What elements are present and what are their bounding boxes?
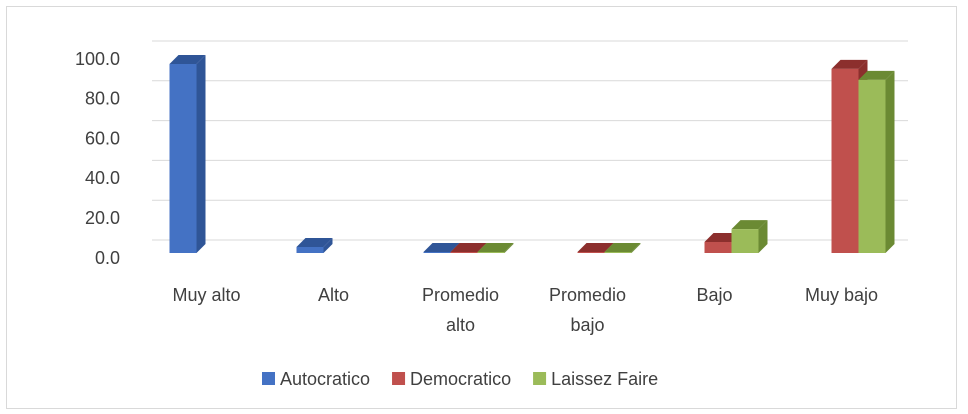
bar-face [604, 243, 641, 252]
bar-face [450, 252, 478, 253]
bar-face [831, 59, 868, 69]
bar-face [296, 247, 324, 253]
bar-face [758, 220, 768, 253]
bar-face [169, 63, 197, 254]
y-tick-label: 40.0 [85, 168, 120, 188]
y-tick-label: 100.0 [75, 49, 120, 69]
y-tick-label: 60.0 [85, 128, 120, 148]
bar-face [296, 238, 333, 248]
bar-face [323, 238, 333, 253]
y-tick-label: 80.0 [85, 89, 120, 109]
legend-swatch [262, 372, 275, 385]
bar-face [477, 252, 505, 253]
bar [858, 70, 895, 254]
bar-face [577, 243, 614, 252]
bar-face [858, 70, 895, 80]
legend-label: Autocratico [280, 369, 370, 389]
y-tick-label: 20.0 [85, 208, 120, 228]
x-tick-label: Bajo [696, 285, 733, 305]
bar-face [604, 252, 632, 253]
bar-face [196, 54, 206, 254]
x-tick-label: Promedio alto [421, 285, 500, 335]
legend-label: Laissez Faire [551, 369, 658, 389]
bar-face [831, 68, 859, 253]
bar-face [504, 243, 514, 253]
bar [604, 243, 641, 253]
bar [731, 220, 768, 253]
bar-face [731, 229, 759, 253]
bar-face [631, 243, 641, 253]
bar-face [704, 242, 732, 253]
bar [169, 54, 206, 254]
x-tick-label: Promedio bajo [548, 285, 627, 335]
y-tick-label: 0.0 [95, 248, 120, 268]
bar-face [169, 54, 206, 64]
bar [296, 238, 333, 253]
x-tick-label: Alto [317, 285, 350, 305]
bar-face [477, 243, 514, 252]
legend-label: Democratico [410, 369, 511, 389]
x-tick-label: Muy alto [172, 285, 241, 305]
bar [477, 243, 514, 253]
bar-face [450, 243, 487, 252]
x-tick-label: Muy bajo [804, 285, 879, 305]
chart-border [6, 6, 957, 409]
legend-swatch [392, 372, 406, 385]
bar-face [858, 79, 886, 254]
bar-face [577, 252, 605, 253]
bar-face [423, 243, 460, 252]
bar-face [885, 70, 895, 254]
bar-face [423, 252, 451, 253]
legend-swatch [533, 372, 547, 385]
bar-face [731, 220, 768, 230]
